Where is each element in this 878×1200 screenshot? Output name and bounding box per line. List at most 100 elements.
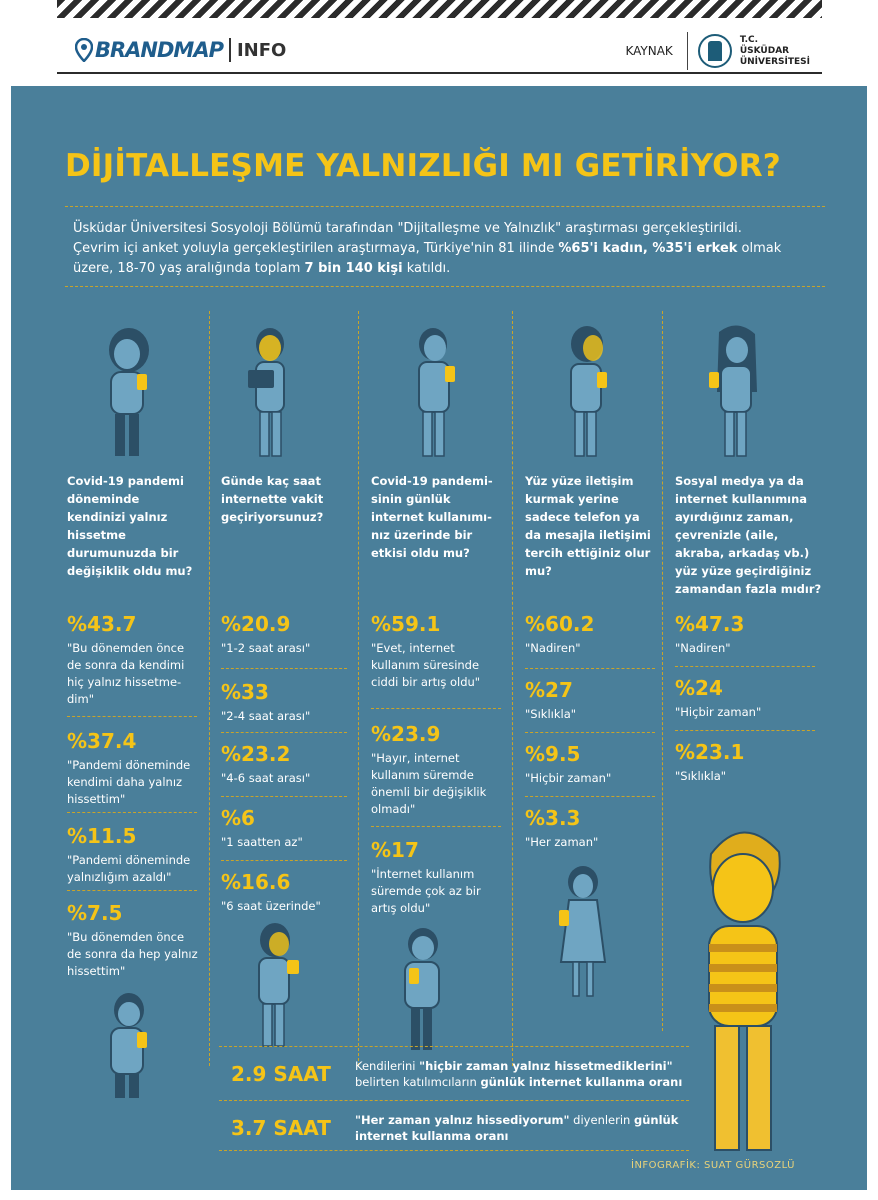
question-pandemic-effect: Covid-19 pandemi-sinin günlük internet k… [371, 474, 493, 560]
stat-percent: %6 [221, 806, 255, 830]
intro-text: Üsküdar Üniversitesi Sosyoloji Bölümü ta… [73, 221, 782, 276]
stat-percent: %23.1 [675, 740, 745, 764]
stat-divider [221, 732, 347, 733]
stat-divider [675, 666, 815, 667]
brand-logo[interactable]: BRANDMAP INFO [74, 37, 286, 63]
stat-answer: "Sıklıkla" [675, 769, 727, 783]
stat-answer: "2-4 saat arası" [221, 709, 311, 723]
stat-divider [221, 668, 347, 669]
stat-item: %47.3 "Nadiren" [675, 612, 825, 657]
stat-percent: %43.7 [67, 612, 137, 636]
stat-percent: %11.5 [67, 824, 137, 848]
stat-answer: "6 saat üzerinde" [221, 899, 321, 913]
stat-percent: %27 [525, 678, 573, 702]
stat-answer: "Her zaman" [525, 835, 599, 849]
stat-percent: %24 [675, 676, 723, 700]
stat-item: %23.9 "Hayır, internet kullanım süremde … [371, 722, 507, 818]
column-divider [358, 311, 359, 1066]
summary-row-never-lonely: 2.9 SAAT Kendilerini "hiçbir zaman yalnı… [219, 1056, 689, 1096]
stat-divider [525, 732, 655, 733]
summary-row-always-lonely: 3.7 SAAT "Her zaman yalnız hissediyorum"… [219, 1110, 689, 1150]
question-social-media-time: Sosyal medya ya da internet kullanımına … [675, 474, 822, 596]
stat-answer: "Evet, internet kullanım süresinde ciddi… [371, 641, 481, 689]
page-header: BRANDMAP INFO KAYNAK T.C. ÜSKÜDAR ÜNİVER… [57, 24, 822, 74]
stat-percent: %16.6 [221, 870, 291, 894]
stat-item: %20.9 "1-2 saat arası" [221, 612, 351, 657]
stat-item: %23.2 "4-6 saat arası" [221, 742, 351, 787]
page-title: DİJİTALLEŞME YALNIZLIĞI MI GETİRİYOR? [65, 148, 781, 184]
summary-value: 2.9 SAAT [231, 1062, 331, 1086]
stat-answer: "Pandemi döneminde kendimi daha yalnız h… [67, 758, 191, 806]
university-name: T.C. ÜSKÜDAR ÜNİVERSİTESİ [739, 34, 810, 67]
stat-divider [67, 812, 197, 813]
stat-percent: %7.5 [67, 901, 123, 925]
decorative-stripe-band [57, 0, 822, 18]
stat-percent: %23.9 [371, 722, 441, 746]
stat-item: %37.4 "Pandemi döneminde kendimi daha ya… [67, 729, 201, 808]
figure-man-glasses-phone-icon [389, 924, 459, 1054]
stat-item: %11.5 "Pandemi döneminde yalnızlığım aza… [67, 824, 201, 886]
stat-item: %33 "2-4 saat arası" [221, 680, 351, 725]
stat-item: %24 "Hiçbir zaman" [675, 676, 825, 721]
stat-answer: "Sıklıkla" [525, 707, 577, 721]
source-divider [686, 32, 688, 70]
header-rule [57, 72, 822, 74]
stat-answer: "Hayır, internet kullanım süremde önemli… [371, 751, 487, 816]
stat-item: %17 "İnternet kullanım süremde çok az bi… [371, 838, 507, 917]
stat-divider [371, 708, 501, 709]
stat-item: %7.5 "Bu dönemden önce de sonra da hep y… [67, 901, 201, 980]
stat-answer: "4-6 saat arası" [221, 771, 311, 785]
figure-woman-phone-icon [93, 322, 163, 462]
stat-answer: "Nadiren" [675, 641, 731, 655]
stat-item: %43.7 "Bu dönemden önce de sonra da kend… [67, 612, 201, 708]
divider-top [65, 206, 825, 207]
stat-percent: %33 [221, 680, 269, 704]
stat-item: %27 "Sıklıkla" [525, 678, 659, 723]
question-phone-preference: Yüz yüze iletişim kurmak yerine sadece t… [525, 474, 651, 578]
brand-name: BRANDMAP [95, 38, 224, 62]
stat-item: %6 "1 saatten az" [221, 806, 351, 851]
column-divider [512, 311, 513, 1066]
stat-answer: "Bu dönemden önce de sonra da hep yalnız… [67, 930, 198, 978]
stat-divider [675, 730, 815, 731]
column-divider [662, 311, 663, 1031]
stat-item: %60.2 "Nadiren" [525, 612, 659, 657]
figure-man-braids-bottom-icon [243, 920, 313, 1050]
stat-item: %9.5 "Hiçbir zaman" [525, 742, 659, 787]
divider-bottom [219, 1150, 689, 1151]
stat-percent: %9.5 [525, 742, 581, 766]
stat-answer: "Hiçbir zaman" [525, 771, 612, 785]
divider-bottom [219, 1046, 689, 1047]
summary-text: "Her zaman yalnız hissediyorum" diyenler… [355, 1113, 679, 1143]
stat-divider [525, 668, 655, 669]
stat-divider [67, 716, 197, 717]
figure-man-tablet-icon [236, 322, 306, 462]
stat-item: %59.1 "Evet, internet kullanım süresinde… [371, 612, 507, 691]
stat-percent: %59.1 [371, 612, 441, 636]
source-label: KAYNAK [625, 44, 673, 58]
stat-answer: "Bu dönemden önce de sonra da kendimi hi… [67, 641, 185, 706]
stat-divider [67, 890, 197, 891]
stat-percent: %20.9 [221, 612, 291, 636]
column-divider [209, 311, 210, 1066]
divider-bottom [219, 1100, 689, 1101]
stat-answer: "1 saatten az" [221, 835, 303, 849]
question-loneliness-change: Covid-19 pandemi döneminde kendinizi yal… [67, 474, 193, 578]
stat-item: %23.1 "Sıklıkla" [675, 740, 825, 785]
stat-percent: %17 [371, 838, 419, 862]
summary-text: Kendilerini "hiçbir zaman yalnız hissetm… [355, 1059, 683, 1089]
stat-answer: "Nadiren" [525, 641, 581, 655]
stat-percent: %37.4 [67, 729, 137, 753]
stat-answer: "Pandemi döneminde yalnızlığım azaldı" [67, 853, 191, 884]
question-daily-hours: Günde kaç saat internette vakit geçiriyo… [221, 474, 324, 524]
brand-divider [228, 38, 231, 62]
stat-divider [221, 860, 347, 861]
map-pin-icon [74, 37, 94, 63]
figure-woman-longhair-phone-icon [701, 322, 771, 462]
stat-percent: %3.3 [525, 806, 581, 830]
stat-divider [371, 826, 501, 827]
figure-man-phone-icon [403, 322, 473, 462]
figure-man-braids-phone-icon [553, 322, 623, 462]
stat-answer: "Hiçbir zaman" [675, 705, 762, 719]
figure-boy-yellow-icon [683, 818, 803, 1158]
